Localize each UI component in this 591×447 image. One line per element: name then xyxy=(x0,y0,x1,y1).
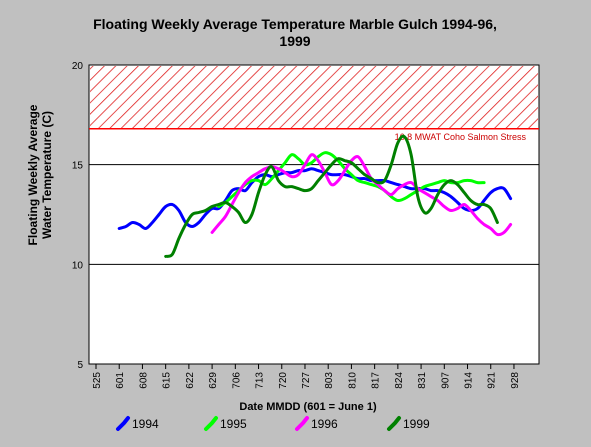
x-tick-label-720: 720 xyxy=(278,372,289,389)
x-tick-label-713: 713 xyxy=(255,372,266,389)
x-tick-label-727: 727 xyxy=(301,372,312,389)
x-axis-label: Date MMDD (601 = June 1) xyxy=(239,401,377,413)
x-tick-label-622: 622 xyxy=(185,372,196,389)
threshold-hatch xyxy=(90,66,538,129)
series-line-1996 xyxy=(210,153,513,237)
y-tick-label-20: 20 xyxy=(72,61,84,72)
legend-swatch-1996 xyxy=(295,416,309,431)
chart-title-line1: Floating Weekly Average Temperature Marb… xyxy=(93,16,497,32)
x-tick-label-608: 608 xyxy=(138,372,149,389)
y-tick-label-5: 5 xyxy=(77,360,83,371)
x-tick-label-921: 921 xyxy=(487,372,498,389)
x-tick-label-914: 914 xyxy=(464,372,475,389)
legend-swatch-1999 xyxy=(387,416,401,431)
x-tick-label-831: 831 xyxy=(417,372,428,389)
series-line-1999 xyxy=(164,134,499,258)
x-tick-label-601: 601 xyxy=(115,372,126,389)
series-line-1995 xyxy=(217,151,486,208)
threshold-label: 16.8 MWAT Coho Salmon Stress xyxy=(395,132,527,142)
legend-label-1994: 1994 xyxy=(132,417,159,431)
gridlines xyxy=(89,164,539,265)
y-axis-label-line2: Water Temperature (C) xyxy=(40,111,54,239)
x-tick-label-810: 810 xyxy=(347,372,358,389)
x-tick-label-615: 615 xyxy=(162,372,173,389)
x-tick-label-817: 817 xyxy=(371,372,382,389)
y-tick-label-15: 15 xyxy=(72,161,84,172)
x-tick-label-525: 525 xyxy=(92,372,103,389)
x-tick-label-629: 629 xyxy=(208,372,219,389)
legend-label-1996: 1996 xyxy=(311,417,338,431)
x-tick-label-803: 803 xyxy=(324,372,335,389)
legend-swatch-1995 xyxy=(204,416,218,431)
y-tick-label-10: 10 xyxy=(72,260,84,271)
x-ticks: 525 601 608 615 622 629 706 713 720 727 803 810 817 8… xyxy=(92,364,521,389)
x-tick-label-907: 907 xyxy=(440,372,451,389)
series-line-1994 xyxy=(117,167,513,230)
x-tick-label-706: 706 xyxy=(231,372,242,389)
y-axis-label-line1: Floating Weekly Average xyxy=(26,104,40,245)
legend: 1994 1995 1996 1999 xyxy=(116,416,430,431)
legend-label-1995: 1995 xyxy=(220,417,247,431)
threshold-zone: 16.8 MWAT Coho Salmon Stress xyxy=(89,66,539,142)
chart-title-line2: 1999 xyxy=(279,33,310,49)
x-tick-label-928: 928 xyxy=(510,372,521,389)
series-lines xyxy=(117,134,513,258)
legend-label-1999: 1999 xyxy=(403,417,430,431)
legend-swatch-1994 xyxy=(116,416,130,431)
x-tick-label-824: 824 xyxy=(394,372,405,389)
y-ticks: 5 10 15 20 xyxy=(72,61,84,371)
